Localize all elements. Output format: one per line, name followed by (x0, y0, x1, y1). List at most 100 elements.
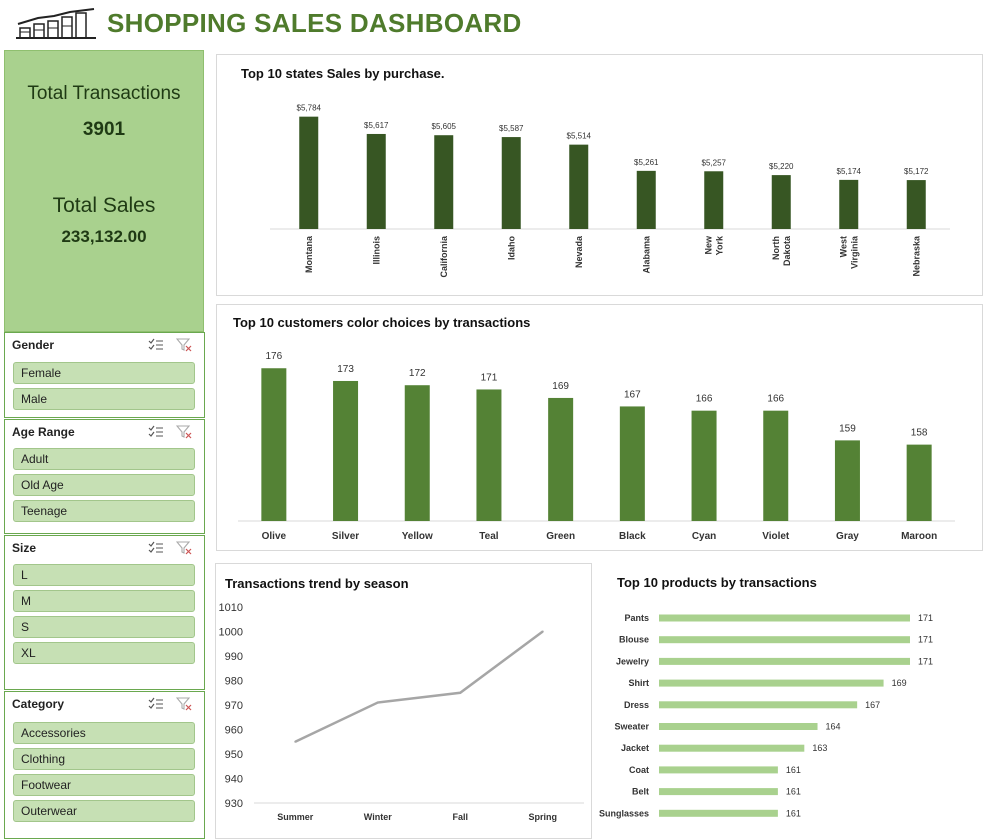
data-label-pants: 171 (918, 613, 933, 623)
data-label-gray: 159 (839, 423, 856, 434)
season-trend-chart: Transactions trend by season 930 940 950 96… (215, 563, 592, 839)
category-label-spring: Spring (529, 812, 558, 822)
clear-filter-icon[interactable] (176, 425, 192, 439)
slicer-item-outerwear[interactable]: Outerwear (13, 800, 195, 822)
slicer-item-adult[interactable]: Adult (13, 448, 195, 470)
data-label-california: $5,605 (432, 122, 457, 131)
slicer-item-teenage[interactable]: Teenage (13, 500, 195, 522)
data-label-illinois: $5,617 (364, 121, 389, 130)
bar-teal (476, 389, 502, 521)
slicer-item-m[interactable]: M (13, 590, 195, 612)
season-chart-plot: 930 940 950 960 970 980 990 1000 1010 Summer Winte… (219, 602, 584, 822)
slicer-header: Size (5, 536, 204, 560)
bar-gray (834, 440, 860, 521)
data-label-coat: 161 (786, 765, 801, 775)
products-chart-title: Top 10 products by transactions (617, 575, 817, 590)
clear-filter-icon[interactable] (176, 541, 192, 555)
bar-jacket (659, 744, 805, 752)
category-label-green: Green (546, 531, 575, 542)
kpi-panel: Total Transactions 3901 Total Sales 233,… (4, 50, 204, 332)
data-label-yellow: 172 (409, 368, 426, 379)
slicer-item-footwear[interactable]: Footwear (13, 774, 195, 796)
category-label-sweater: Sweater (614, 722, 649, 732)
bar-sweater (659, 723, 818, 730)
category-label-blouse: Blouse (619, 635, 649, 645)
category-label-belt: Belt (632, 787, 649, 797)
total-sales-value: 233,132.00 (61, 227, 147, 246)
category-label-illinois: Illinois (371, 236, 381, 265)
bar-north-dakota (771, 175, 791, 229)
sales-growth-chart-icon (16, 8, 96, 39)
bar-jewelry (659, 657, 910, 665)
data-label-olive: 176 (266, 351, 283, 362)
slicer-item-s[interactable]: S (13, 616, 195, 638)
clear-filter-icon[interactable] (176, 697, 192, 711)
slicer-item-accessories[interactable]: Accessories (13, 722, 195, 744)
y-tick-980: 980 (225, 676, 243, 688)
colors-chart-plot: 176 Olive 173 Silver 172 Yellow 171 Teal 169 Gree… (238, 351, 955, 542)
category-label-sunglasses: Sunglasses (599, 808, 649, 818)
color-choices-chart: Top 10 customers color choices by transa… (216, 304, 983, 551)
bar-shirt (659, 679, 884, 687)
total-transactions-label: Total Transactions (27, 83, 181, 104)
data-label-blouse: 171 (918, 635, 933, 645)
bar-nebraska (906, 180, 926, 229)
bar-cyan (691, 410, 717, 521)
category-label-california: California (439, 235, 449, 278)
multi-select-icon[interactable] (148, 697, 164, 711)
y-tick-1010: 1010 (219, 602, 243, 614)
data-label-nevada: $5,514 (567, 132, 592, 141)
total-transactions-value: 3901 (82, 119, 126, 140)
category-label-winter: Winter (364, 812, 392, 822)
data-label-black: 167 (624, 389, 641, 400)
category-label-maroon: Maroon (901, 531, 937, 542)
bar-montana (299, 116, 319, 229)
slicer-gender: Gender Female Male (4, 332, 205, 418)
slicer-header: Gender (5, 333, 204, 357)
clear-filter-icon[interactable] (176, 338, 192, 352)
slicer-item-clothing[interactable]: Clothing (13, 748, 195, 770)
category-label-north-dakota: Dakota (782, 235, 792, 266)
states-chart-plot: $5,784 Montana $5,617 Illinois $5,605 Califor… (270, 104, 950, 278)
multi-select-icon[interactable] (148, 541, 164, 555)
data-label-sweater: 164 (826, 722, 841, 732)
data-label-silver: 173 (337, 364, 354, 375)
slicer-item-l[interactable]: L (13, 564, 195, 586)
y-tick-990: 990 (225, 651, 243, 663)
category-label-jewelry: Jewelry (616, 656, 649, 666)
slicer-item-male[interactable]: Male (13, 388, 195, 410)
point-summer (294, 740, 297, 743)
data-label-green: 169 (552, 381, 569, 392)
slicer-item-female[interactable]: Female (13, 362, 195, 384)
multi-select-icon[interactable] (148, 338, 164, 352)
slicer-item-xl[interactable]: XL (13, 642, 195, 664)
slicer-item-old-age[interactable]: Old Age (13, 474, 195, 496)
bar-silver (333, 380, 359, 521)
category-label-silver: Silver (332, 531, 359, 542)
category-label-fall: Fall (452, 812, 468, 822)
slicer-header: Age Range (5, 420, 204, 444)
products-chart: Top 10 products by transactions Pants 171… (598, 563, 982, 839)
bar-dress (659, 701, 858, 709)
category-label-idaho: Idaho (506, 235, 516, 260)
category-label-coat: Coat (629, 765, 649, 775)
category-label-west-virginia: Virginia (849, 235, 859, 269)
category-label-teal: Teal (479, 531, 498, 542)
multi-select-icon[interactable] (148, 425, 164, 439)
data-label-west-virginia: $5,174 (837, 167, 862, 176)
bar-blouse (659, 636, 910, 644)
data-label-new-york: $5,257 (702, 158, 727, 167)
data-label-shirt: 169 (892, 678, 907, 688)
category-label-montana: Montana (304, 235, 314, 273)
category-label-jacket: Jacket (621, 743, 649, 753)
category-label-summer: Summer (277, 812, 314, 822)
category-label-north-dakota: North (771, 236, 781, 260)
colors-chart-title: Top 10 customers color choices by transa… (233, 315, 531, 330)
slicer-title: Size (12, 541, 37, 555)
category-label-dress: Dress (624, 700, 649, 710)
bar-west-virginia (839, 179, 859, 229)
data-label-jacket: 163 (812, 743, 827, 753)
data-label-belt: 161 (786, 787, 801, 797)
data-label-montana: $5,784 (297, 104, 322, 113)
